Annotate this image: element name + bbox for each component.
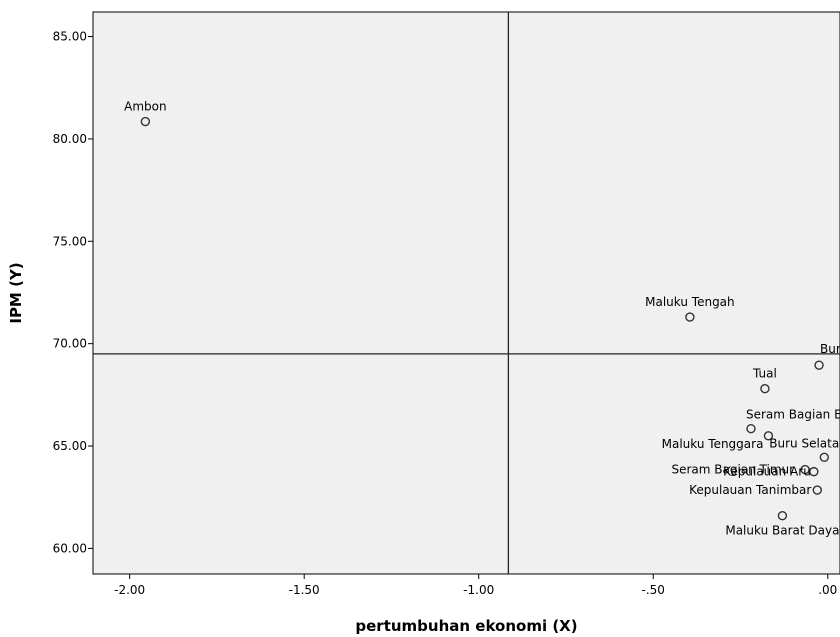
data-point [814, 360, 824, 370]
y-axis-title: IPM (Y) [7, 262, 25, 323]
point-label: Seram Bagian Barat [746, 408, 840, 422]
x-tick-label: -2.00 [114, 583, 145, 597]
point-labels: Ambon Maluku Tengah Buru Tual Seram Bagian B… [124, 100, 840, 538]
y-tick-label: 75.00 [53, 234, 87, 248]
y-tick-label: 65.00 [53, 439, 87, 453]
y-tick-label: 80.00 [53, 132, 87, 146]
data-points [140, 116, 829, 521]
point-label: Maluku Tenggara [662, 437, 764, 451]
point-label: Kepulauan Tanimbar [689, 483, 811, 497]
reference-lines [93, 12, 840, 574]
data-point [809, 466, 819, 477]
data-point [760, 384, 770, 394]
x-axis-title: pertumbuhan ekonomi (X) [355, 617, 577, 635]
x-tick-label: .00 [818, 583, 837, 597]
y-tick-label: 70.00 [53, 337, 87, 351]
point-label: Maluku Barat Daya [725, 524, 839, 538]
data-point [140, 116, 151, 127]
plot-area [92, 11, 840, 575]
point-label: Maluku Tengah [645, 295, 735, 309]
y-tick-label: 85.00 [53, 30, 87, 44]
point-label: Buru [820, 342, 840, 356]
data-point [685, 312, 695, 322]
data-point [812, 485, 823, 495]
point-label: Seram Bagian Timur [671, 463, 794, 477]
data-point [800, 464, 810, 475]
point-label: Ambon [124, 100, 166, 114]
data-point [819, 452, 829, 463]
point-label: Tual [752, 367, 777, 381]
data-point [746, 423, 756, 434]
x-tick-label: -1.00 [463, 583, 494, 597]
x-axis: -2.00 -1.50 -1.00 -.50 .00 [114, 574, 837, 597]
x-tick-label: -.50 [642, 583, 665, 597]
y-tick-label: 60.00 [53, 541, 87, 555]
data-point [777, 510, 788, 521]
data-point [763, 431, 774, 441]
y-axis: 60.00 65.00 70.00 75.00 80.00 85.00 [53, 30, 93, 555]
x-tick-label: -1.50 [289, 583, 320, 597]
point-label: Buru Selatan [769, 436, 840, 450]
point-label: Kepulauan Aru [723, 465, 811, 479]
